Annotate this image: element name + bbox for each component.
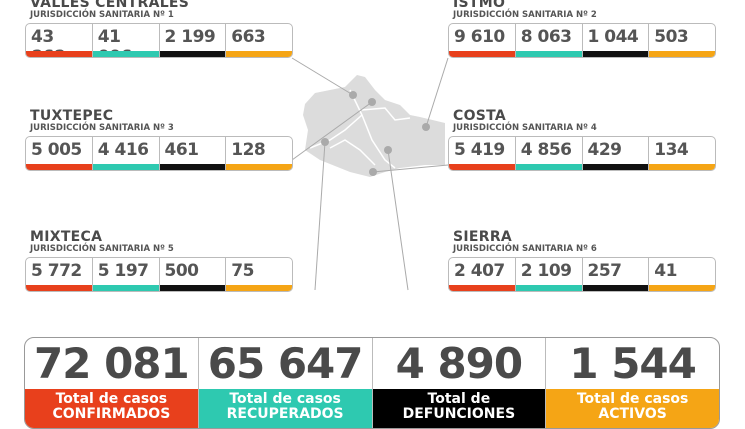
region-stats: 5 419 4 856 429 134 <box>448 136 716 171</box>
region-name: TUXTEPEC <box>30 108 114 124</box>
region-name: COSTA <box>453 108 507 124</box>
region-valles-centrales: VALLES CENTRALES JURISDICCIÓN SANITARIA N… <box>25 0 293 58</box>
totals-panel: 72 081 Total de casos CONFIRMADOS 65 647 To… <box>24 337 720 429</box>
stat-cell: 500 <box>159 258 227 291</box>
region-stats: 2 407 2 109 257 41 <box>448 257 716 292</box>
stat-cell: 75 <box>226 258 292 291</box>
region-subtitle: JURISDICCIÓN SANITARIA Nº 6 <box>453 244 597 254</box>
stat-cell: 2 199 <box>159 24 227 57</box>
stat-cell: 41 <box>649 258 715 291</box>
stat-cell: 5 419 <box>449 137 516 170</box>
stat-cell: 663 <box>226 24 292 57</box>
region-subtitle: JURISDICCIÓN SANITARIA Nº 2 <box>453 10 597 20</box>
total-activos: 1 544 Total de casos ACTIVOS <box>546 338 719 428</box>
stat-cell: 4 416 <box>92 137 160 170</box>
stat-cell: 9 610 <box>449 24 516 57</box>
stat-cell: 2 109 <box>515 258 583 291</box>
region-subtitle: JURISDICCIÓN SANITARIA Nº 4 <box>453 123 597 133</box>
stat-cell: 43 868 <box>26 24 93 57</box>
stat-cell: 257 <box>582 258 650 291</box>
region-tuxtepec: TUXTEPEC JURISDICCIÓN SANITARIA Nº 3 5 005… <box>25 109 293 171</box>
region-name: MIXTECA <box>30 229 103 245</box>
region-name: ISTMO <box>453 0 506 11</box>
region-subtitle: JURISDICCIÓN SANITARIA Nº 5 <box>30 244 174 254</box>
stat-cell: 128 <box>226 137 292 170</box>
oaxaca-map <box>291 57 449 291</box>
region-stats: 43 868 41 006 2 199 663 <box>25 23 293 58</box>
stat-cell: 41 006 <box>92 24 160 57</box>
stat-cell: 4 856 <box>515 137 583 170</box>
region-sierra: SIERRA JURISDICCIÓN SANITARIA Nº 6 2 407 2 … <box>448 230 716 292</box>
stat-cell: 5 772 <box>26 258 93 291</box>
region-costa: COSTA JURISDICCIÓN SANITARIA Nº 4 5 419 4 8… <box>448 109 716 171</box>
stat-cell: 503 <box>649 24 715 57</box>
region-subtitle: JURISDICCIÓN SANITARIA Nº 3 <box>30 123 174 133</box>
stat-cell: 1 044 <box>582 24 650 57</box>
total-confirmados: 72 081 Total de casos CONFIRMADOS <box>25 338 199 428</box>
stat-cell: 8 063 <box>515 24 583 57</box>
region-istmo: ISTMO JURISDICCIÓN SANITARIA Nº 2 9 610 8 0… <box>448 0 716 58</box>
stat-cell: 5 197 <box>92 258 160 291</box>
stat-cell: 5 005 <box>26 137 93 170</box>
region-subtitle: JURISDICCIÓN SANITARIA Nº 1 <box>30 10 174 20</box>
region-stats: 5 772 5 197 500 75 <box>25 257 293 292</box>
stat-cell: 461 <box>159 137 227 170</box>
region-stats: 5 005 4 416 461 128 <box>25 136 293 171</box>
stat-cell: 2 407 <box>449 258 516 291</box>
region-name: VALLES CENTRALES <box>30 0 190 11</box>
stat-cell: 429 <box>582 137 650 170</box>
region-name: SIERRA <box>453 229 513 245</box>
total-recuperados: 65 647 Total de casos RECUPERADOS <box>198 338 373 428</box>
stat-cell: 134 <box>649 137 715 170</box>
total-defunciones: 4 890 Total de DEFUNCIONES <box>372 338 547 428</box>
region-stats: 9 610 8 063 1 044 503 <box>448 23 716 58</box>
